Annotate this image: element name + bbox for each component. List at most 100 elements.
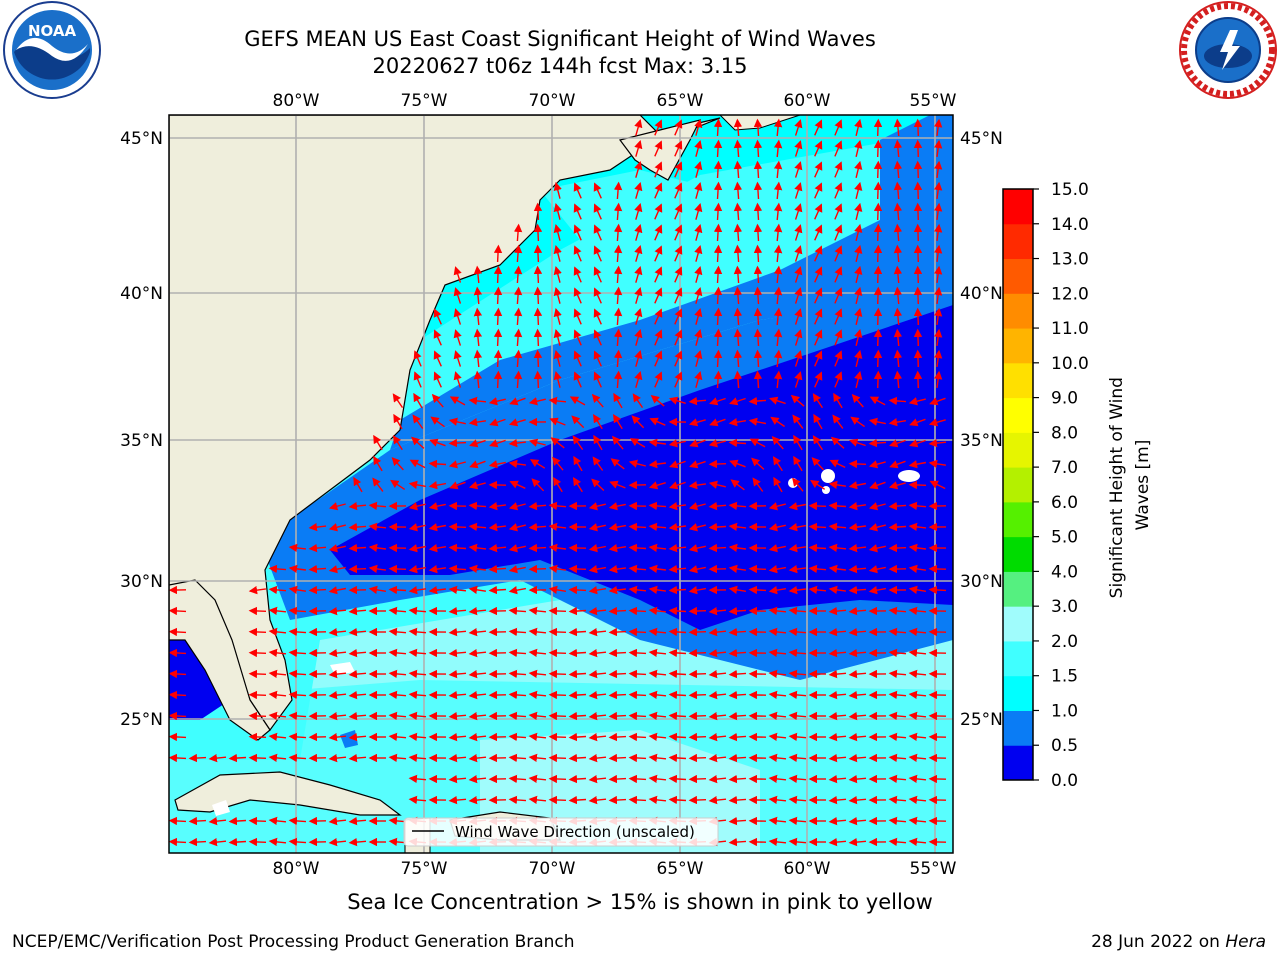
wave-direction-arrow [889, 439, 906, 448]
wave-direction-arrow [708, 480, 726, 489]
wave-direction-arrow [348, 606, 367, 616]
wave-direction-arrow [788, 502, 807, 511]
wave-direction-arrow [509, 397, 526, 406]
wave-direction-arrow [631, 415, 645, 429]
wave-direction-arrow [248, 816, 267, 826]
wave-direction-arrow [713, 223, 723, 242]
wave-direction-arrow [708, 439, 726, 448]
wave-direction-arrow [828, 606, 847, 616]
wave-direction-arrow [488, 522, 506, 532]
wave-direction-arrow [628, 522, 647, 532]
wave-direction-arrow [493, 370, 503, 389]
wave-direction-arrow [794, 245, 803, 262]
lon-label: 75°W [401, 859, 448, 879]
wave-direction-arrow [513, 328, 523, 347]
wave-direction-arrow [188, 837, 207, 847]
wave-direction-arrow [408, 648, 427, 658]
wave-direction-arrow [408, 690, 427, 700]
wave-direction-arrow [854, 223, 863, 241]
wave-direction-arrow [728, 501, 747, 511]
wave-direction-arrow [533, 223, 543, 242]
wave-direction-arrow [608, 523, 627, 532]
wave-direction-arrow [388, 564, 407, 574]
wave-direction-arrow [328, 565, 346, 574]
wave-direction-arrow [368, 543, 386, 553]
sea-ice-note: Sea Ice Concentration > 15% is shown in … [347, 890, 933, 914]
wave-direction-arrow [548, 501, 567, 511]
wave-direction-arrow [848, 585, 867, 595]
wave-direction-arrow [908, 397, 926, 406]
wave-direction-arrow [708, 669, 727, 679]
wave-direction-arrow [448, 585, 467, 595]
wave-direction-arrow [674, 161, 683, 178]
wave-direction-arrow [788, 795, 807, 805]
wave-direction-arrow [608, 795, 627, 805]
wave-direction-arrow [788, 523, 807, 532]
wave-direction-arrow [854, 118, 863, 136]
colorbar-segment [1003, 710, 1033, 746]
wave-direction-arrow [248, 606, 267, 616]
wave-direction-arrow [868, 586, 887, 595]
wave-direction-arrow [788, 543, 807, 553]
wave-direction-arrow [530, 459, 546, 469]
wave-direction-arrow [868, 417, 886, 426]
wave-direction-arrow [571, 415, 585, 429]
wave-direction-arrow [889, 460, 906, 469]
wave-direction-arrow [508, 502, 526, 511]
wave-direction-arrow [753, 286, 763, 305]
wave-direction-arrow [433, 329, 442, 346]
wave-direction-arrow [169, 648, 187, 658]
wave-direction-arrow [268, 564, 287, 574]
wave-direction-arrow [748, 564, 767, 574]
wave-direction-arrow [648, 564, 666, 574]
wave-direction-arrow [928, 585, 947, 595]
wave-direction-arrow [713, 370, 723, 389]
wave-direction-arrow [468, 481, 486, 490]
wave-direction-arrow [873, 349, 883, 368]
wave-direction-arrow [169, 753, 187, 763]
wave-direction-arrow [788, 774, 807, 784]
wave-direction-arrow [508, 586, 527, 595]
wave-direction-arrow [573, 266, 582, 283]
wave-direction-arrow [814, 371, 823, 388]
wave-direction-arrow [888, 396, 907, 406]
wave-direction-arrow [708, 795, 727, 805]
wave-direction-arrow [908, 480, 927, 490]
wave-direction-arrow [708, 627, 727, 637]
wave-direction-arrow [848, 481, 867, 490]
wave-direction-arrow [828, 816, 847, 826]
wave-direction-arrow [528, 669, 547, 679]
wave-direction-arrow [908, 669, 927, 679]
wave-direction-arrow [688, 711, 707, 721]
wave-direction-arrow [248, 753, 267, 763]
wave-direction-arrow [628, 732, 647, 742]
wave-direction-arrow [553, 349, 562, 367]
wave-direction-arrow [328, 544, 346, 553]
wave-direction-arrow [688, 774, 707, 784]
wave-direction-arrow [854, 202, 863, 220]
wave-direction-arrow [268, 669, 287, 679]
wave-direction-arrow [688, 480, 706, 490]
wave-direction-arrow [873, 223, 883, 242]
wave-direction-arrow [413, 392, 423, 409]
nws-logo-icon [1179, 1, 1277, 99]
wave-direction-arrow [268, 816, 287, 826]
wave-direction-arrow [388, 627, 407, 637]
wave-direction-arrow [913, 244, 923, 263]
wave-direction-arrow [854, 286, 863, 304]
wave-direction-arrow [328, 523, 346, 532]
wave-direction-arrow [668, 711, 687, 721]
colorbar-tick-label: 1.0 [1051, 701, 1078, 721]
wave-direction-arrow [393, 413, 403, 430]
wave-direction-arrow [834, 182, 843, 199]
wave-direction-arrow [788, 564, 806, 574]
wave-direction-arrow [913, 265, 923, 284]
wave-direction-arrow [448, 564, 467, 574]
wave-direction-arrow [869, 396, 886, 406]
wave-direction-arrow [648, 627, 667, 637]
wave-direction-arrow [248, 732, 267, 742]
wave-direction-arrow [893, 160, 903, 179]
wave-direction-arrow [913, 223, 923, 242]
wave-direction-arrow [733, 160, 743, 179]
wave-direction-arrow [668, 732, 687, 742]
